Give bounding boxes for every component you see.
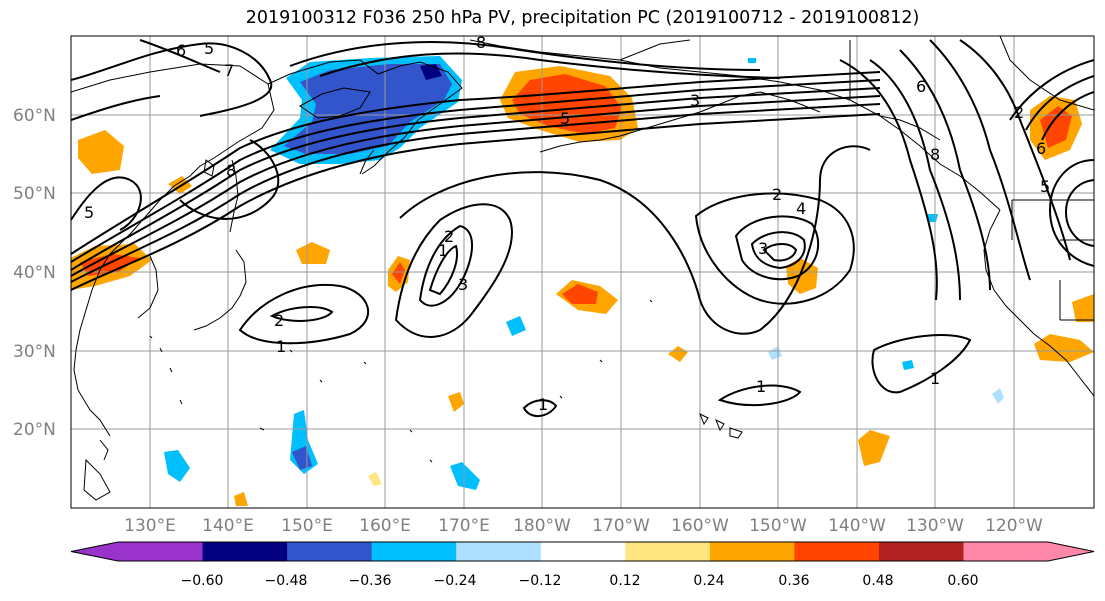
pv-label: 7 bbox=[224, 61, 234, 80]
pv-label: 5 bbox=[204, 39, 214, 58]
pv-label: 2 bbox=[1014, 103, 1024, 122]
map-frame bbox=[70, 35, 1095, 509]
colorbar-swatch bbox=[202, 542, 288, 561]
pv-label: 8 bbox=[226, 161, 236, 180]
colorbar-tick-label: −0.48 bbox=[265, 573, 308, 589]
colorbar-swatch bbox=[794, 542, 880, 561]
longitude-labels: 130°E 140°E 150°E 160°E 170°E 180°W 170°… bbox=[124, 516, 1043, 536]
colorbar-swatch bbox=[963, 542, 1049, 561]
lon-label: 170°W bbox=[592, 516, 650, 536]
lat-label: 40°N bbox=[13, 263, 56, 283]
pv-label: 5 bbox=[560, 109, 570, 128]
lon-label: 140°W bbox=[828, 516, 886, 536]
colorbar-extend-low bbox=[71, 542, 118, 561]
map-title: 2019100312 F036 250 hPa PV, precipitatio… bbox=[245, 8, 920, 28]
lat-label: 60°N bbox=[13, 106, 56, 126]
pv-label: 1 bbox=[538, 395, 548, 414]
pv-label: 2 bbox=[274, 311, 284, 330]
pv-label: 2 bbox=[444, 227, 454, 246]
pv-label: 1 bbox=[756, 377, 766, 396]
pv-label: 2 bbox=[772, 185, 782, 204]
lon-label: 160°E bbox=[359, 516, 411, 536]
lon-label: 180°W bbox=[513, 516, 571, 536]
pv-label: 6 bbox=[916, 77, 926, 96]
pv-contours bbox=[71, 39, 1094, 417]
colorbar-labels: −0.60 −0.48 −0.36 −0.24 −0.12 0.12 0.24 … bbox=[181, 573, 979, 589]
pv-label: 3 bbox=[690, 91, 700, 110]
lon-label: 150°E bbox=[281, 516, 333, 536]
pv-label: 3 bbox=[458, 275, 468, 294]
pv-label: 3 bbox=[758, 239, 768, 258]
colorbar bbox=[70, 541, 1095, 562]
lon-label: 130°E bbox=[124, 516, 176, 536]
colorbar-swatch bbox=[625, 542, 711, 561]
colorbar-swatch bbox=[118, 542, 204, 561]
colorbar-tick-label: 0.60 bbox=[947, 573, 978, 589]
colorbar-tick-label: −0.36 bbox=[349, 573, 392, 589]
colorbar-tick-label: 0.24 bbox=[693, 573, 724, 589]
latitude-labels: 60°N 50°N 40°N 30°N 20°N bbox=[13, 106, 56, 440]
pv-label: 8 bbox=[476, 33, 486, 52]
colorbar-extend-high bbox=[1048, 542, 1094, 561]
lat-label: 30°N bbox=[13, 342, 56, 362]
lon-label: 120°W bbox=[985, 516, 1043, 536]
colorbar-swatch bbox=[709, 542, 795, 561]
pv-label: 5 bbox=[1040, 177, 1050, 196]
colorbar-swatch bbox=[371, 542, 457, 561]
colorbar-swatch bbox=[540, 542, 626, 561]
pv-label: 6 bbox=[1036, 139, 1046, 158]
colorbar-tick-label: −0.12 bbox=[519, 573, 562, 589]
pv-label: 1 bbox=[930, 369, 940, 388]
lon-label: 150°W bbox=[749, 516, 807, 536]
colorbar-tick-label: 0.36 bbox=[778, 573, 809, 589]
colorbar-swatch bbox=[878, 542, 964, 561]
colorbar-outline bbox=[70, 541, 1095, 562]
colorbar-tick-label: −0.24 bbox=[434, 573, 477, 589]
pv-label: 4 bbox=[796, 199, 806, 218]
pv-label: 8 bbox=[930, 145, 940, 164]
colorbar-swatch bbox=[456, 542, 542, 561]
pv-label: 1 bbox=[276, 337, 286, 356]
lat-label: 50°N bbox=[13, 184, 56, 204]
coastlines bbox=[71, 36, 1094, 501]
pv-label: 1 bbox=[438, 241, 448, 260]
colorbar-tick-label: 0.48 bbox=[862, 573, 893, 589]
colorbar-tick-label: 0.12 bbox=[609, 573, 640, 589]
pv-label: 5 bbox=[84, 203, 94, 222]
colorbar-tick-label: −0.60 bbox=[181, 573, 224, 589]
colorbar-swatch bbox=[287, 542, 373, 561]
pv-label: 6 bbox=[176, 41, 186, 60]
pv-contour-labels: 6 5 7 5 8 1 2 3 2 4 3 2 5 6 1 2 1 1 1 5 … bbox=[84, 33, 1050, 414]
lat-label: 20°N bbox=[13, 420, 56, 440]
lon-label: 140°E bbox=[202, 516, 254, 536]
precip-positive-anomalies bbox=[71, 66, 1094, 506]
graticule bbox=[71, 36, 1094, 508]
lon-label: 130°W bbox=[906, 516, 964, 536]
lon-label: 160°W bbox=[671, 516, 729, 536]
lon-label: 170°E bbox=[438, 516, 490, 536]
